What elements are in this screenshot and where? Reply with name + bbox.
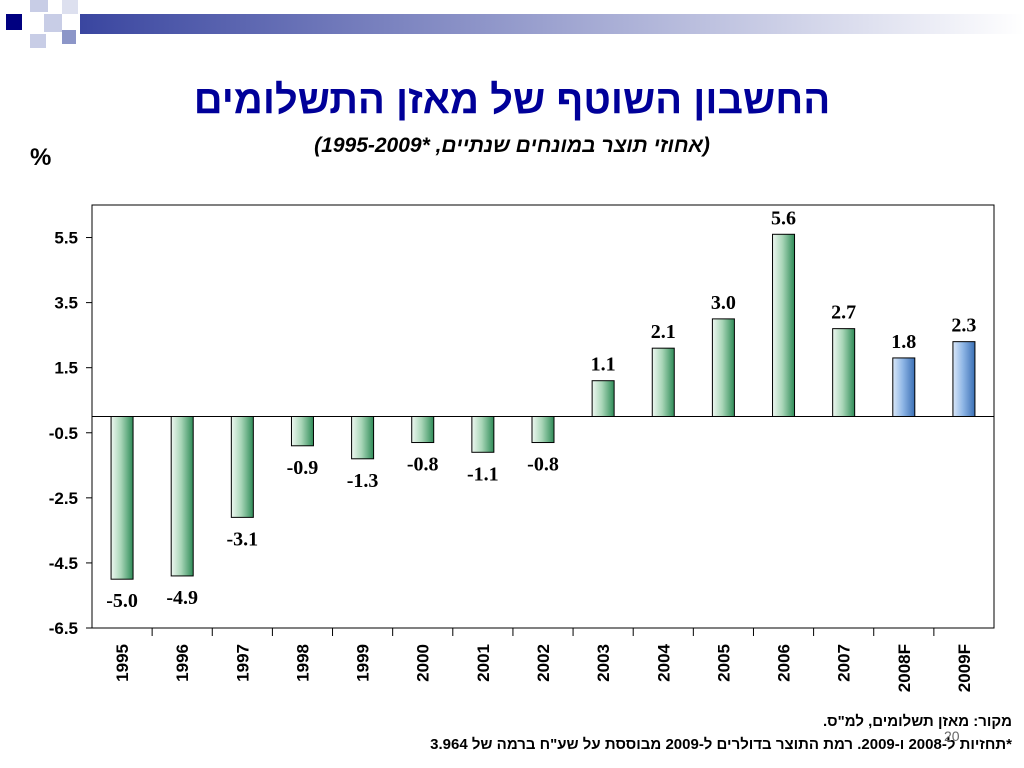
bar-1999 (351, 416, 375, 460)
x-tick-label-2005: 2005 (714, 644, 733, 682)
x-tick-label-2009F: 2009F (955, 644, 974, 692)
x-tick-label-2008F: 2008F (895, 644, 914, 692)
bars (110, 233, 976, 580)
x-tick-label-1996: 1996 (173, 644, 192, 682)
bar-2003 (591, 380, 615, 418)
x-tick-label-2007: 2007 (835, 644, 854, 682)
value-label-1996: -4.9 (166, 587, 198, 609)
bar-2001 (471, 416, 495, 453)
bar-2006 (772, 233, 796, 417)
page-number: 20 (944, 728, 960, 744)
decoration-square (44, 14, 62, 32)
value-label-2009F: 2.3 (951, 315, 976, 337)
decoration-square (30, 0, 48, 12)
bar-1996 (170, 416, 194, 577)
decoration-square (62, 30, 76, 44)
decoration-square (6, 14, 22, 30)
bar-2004 (651, 347, 675, 417)
value-labels: -5.0 -4.9 -3.1 -0.9 -1.3 -0.8 -1.1 -0.8 1.1 2.1 3.… (106, 207, 976, 612)
decoration-square (30, 34, 46, 48)
y-tick-label: -4.5 (49, 554, 78, 573)
current-account-chart: 5.5 3.5 1.5 -0.5 -2.5 -4.5 -6.5 -5.0 -4.9 -3.1 -0… (49, 204, 995, 692)
bar-2007 (832, 328, 856, 417)
value-label-2003: 1.1 (591, 354, 616, 376)
x-tick-label-2006: 2006 (775, 644, 794, 682)
value-label-2006: 5.6 (771, 207, 796, 229)
forecast-footnote: *תחזיות ל-2008 ו-2009. רמת התוצר בדולרים… (430, 736, 1012, 753)
y-axis: 5.5 3.5 1.5 -0.5 -2.5 -4.5 -6.5 (49, 229, 92, 638)
bar-2002 (531, 416, 555, 444)
value-label-2002: -0.8 (527, 454, 559, 476)
x-axis: 1995 1996 1997 1998 1999 2000 2001 2002 2003 2004… (113, 628, 974, 692)
decoration-bar (80, 14, 1024, 34)
value-label-1998: -0.9 (287, 457, 319, 479)
value-label-2001: -1.1 (467, 463, 499, 485)
x-tick-label-1998: 1998 (293, 644, 312, 682)
bar-1995 (110, 416, 134, 580)
bar-2000 (411, 416, 435, 444)
x-tick-label-2004: 2004 (654, 643, 673, 681)
bar-1997 (230, 416, 254, 518)
bar-2005 (711, 318, 735, 417)
bar-1998 (290, 416, 314, 447)
value-label-2007: 2.7 (831, 302, 856, 324)
bar-2008F (892, 357, 916, 417)
value-label-1997: -3.1 (226, 528, 258, 550)
x-tick-label-2001: 2001 (474, 644, 493, 682)
x-tick-label-1995: 1995 (113, 644, 132, 682)
y-tick-label: -0.5 (49, 424, 78, 443)
slide-title: החשבון השוטף של מאזן התשלומים (193, 78, 831, 122)
value-label-2000: -0.8 (407, 454, 439, 476)
value-label-1999: -1.3 (347, 470, 379, 492)
value-label-1995: -5.0 (106, 590, 138, 612)
x-tick-label-2000: 2000 (414, 644, 433, 682)
x-tick-label-2003: 2003 (594, 644, 613, 682)
y-axis-unit: % (30, 144, 52, 171)
bar-2009F (952, 341, 976, 417)
x-tick-label-1997: 1997 (233, 644, 252, 682)
y-tick-label: -6.5 (49, 619, 78, 638)
corner-decoration (6, 0, 1024, 48)
value-label-2004: 2.1 (651, 321, 676, 343)
y-tick-label: 1.5 (54, 359, 78, 378)
x-tick-label-2002: 2002 (534, 644, 553, 682)
x-tick-label-1999: 1999 (354, 644, 373, 682)
slide-subtitle: (אחוזי תוצר במונחים שנתיים, *1995-2009) (314, 134, 710, 157)
value-label-2005: 3.0 (711, 292, 736, 314)
source-note: מקור: מאזן תשלומים, למ"ס. (822, 713, 1012, 730)
value-label-2008F: 1.8 (891, 331, 916, 353)
y-tick-label: 3.5 (54, 294, 78, 313)
y-tick-label: 5.5 (54, 229, 78, 248)
decoration-square (62, 0, 78, 14)
y-tick-label: -2.5 (49, 489, 78, 508)
